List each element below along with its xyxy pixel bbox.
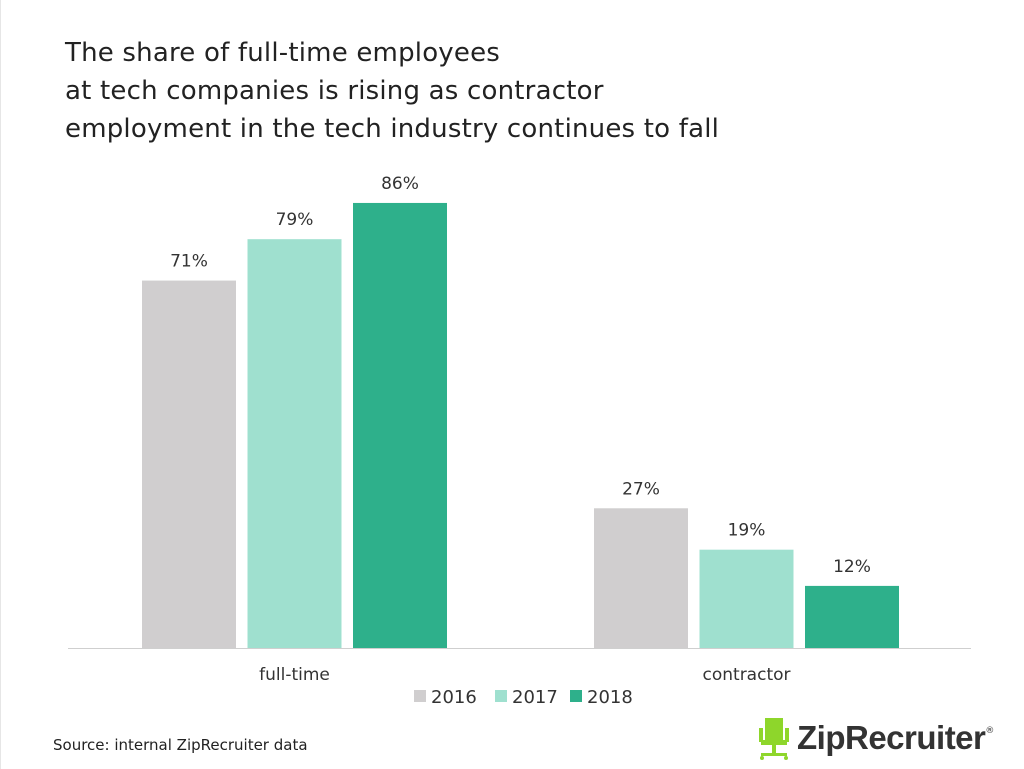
- data-label: 27%: [622, 479, 660, 499]
- title-line: The share of full-time employees: [65, 38, 501, 68]
- title-line: at tech companies is rising as contracto…: [65, 76, 604, 106]
- bar-contractor-2016: [594, 508, 688, 648]
- bar-full-time-2016: [142, 280, 236, 648]
- bar-contractor-2018: [805, 585, 899, 648]
- legend-label: 2018: [587, 687, 633, 708]
- data-label: 19%: [728, 521, 766, 541]
- legend-swatch-2017: [495, 690, 507, 702]
- title-line: employment in the tech industry continue…: [65, 114, 720, 144]
- source-note: Source: internal ZipRecruiter data: [53, 736, 308, 754]
- legend-label: 2016: [431, 687, 477, 708]
- legend-label: 2017: [512, 687, 558, 708]
- bar-contractor-2017: [699, 549, 794, 648]
- legend-swatch-2016: [414, 690, 426, 702]
- logo-text: ZipRecruiter: [797, 719, 986, 756]
- data-label: 12%: [833, 557, 871, 577]
- ziprecruiter-logo: ZipRecruiter ®: [757, 716, 994, 760]
- data-label: 79%: [276, 210, 314, 230]
- logo-registered-mark: ®: [985, 726, 995, 736]
- x-tick-label: full-time: [259, 665, 330, 685]
- chart-title: The share of full-time employees at tech…: [65, 34, 719, 148]
- chair-icon: [759, 718, 789, 760]
- data-label: 71%: [170, 252, 208, 272]
- bar-full-time-2018: [353, 202, 447, 648]
- x-tick-label: contractor: [703, 665, 791, 685]
- bar-full-time-2017: [247, 239, 342, 649]
- data-label: 86%: [381, 174, 419, 194]
- legend-swatch-2018: [570, 690, 582, 702]
